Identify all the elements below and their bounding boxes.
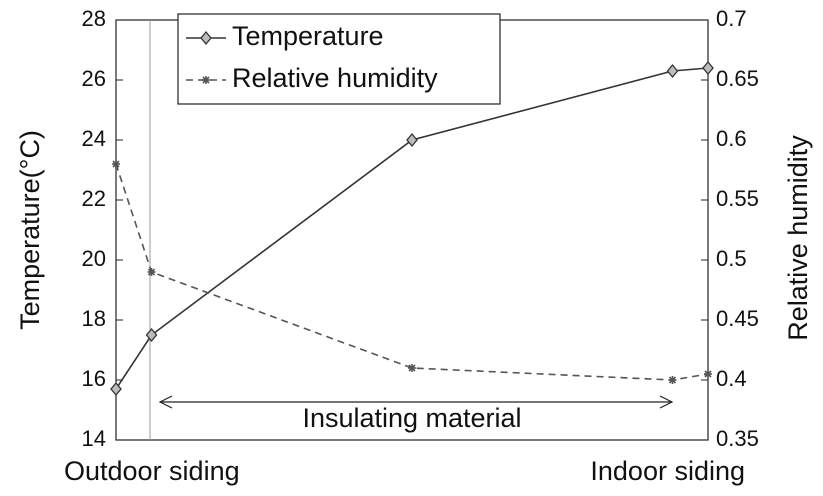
marker (112, 160, 120, 168)
y-tick-label: 14 (82, 426, 106, 451)
y2-tick-label: 0.4 (716, 366, 747, 391)
y-tick-label: 22 (82, 186, 106, 211)
legend-box (177, 13, 501, 105)
x-end-label: Indoor siding (590, 456, 745, 486)
marker (668, 376, 677, 384)
marker (110, 381, 122, 397)
y2-tick-label: 0.35 (716, 426, 759, 451)
marker (145, 327, 158, 343)
y2-tick-label: 0.7 (716, 6, 747, 31)
marker (666, 63, 679, 79)
y2-tick-label: 0.6 (716, 126, 747, 151)
series-line (115, 163, 709, 381)
y-tick-label: 20 (82, 246, 106, 271)
marker (406, 132, 418, 148)
annotation: Insulating material (302, 403, 521, 433)
y-tick-label: 18 (82, 306, 106, 331)
series-line (115, 67, 709, 390)
y2-tick-label: 0.65 (716, 66, 759, 91)
legend-label: Relative humidity (232, 63, 438, 93)
y2-tick-label: 0.5 (716, 246, 747, 271)
span-arrow (158, 395, 674, 409)
y-tick-label: 28 (82, 6, 106, 31)
y-tick-label: 24 (82, 126, 106, 151)
marker (147, 268, 156, 276)
y2-tick-label: 0.55 (716, 186, 759, 211)
y2-tick-label: 0.45 (716, 306, 759, 331)
y-axis-label: Temperature(°C) (15, 130, 45, 330)
y-tick-label: 16 (82, 366, 106, 391)
marker (408, 364, 416, 372)
y2-axis-label: Relative humidity (783, 135, 813, 341)
marker (704, 370, 712, 378)
x-start-label: Outdoor siding (64, 456, 240, 486)
marker (702, 60, 714, 76)
y-tick-label: 26 (82, 66, 106, 91)
marker (200, 30, 212, 46)
legend-label: Temperature (232, 21, 384, 51)
marker (202, 76, 210, 84)
